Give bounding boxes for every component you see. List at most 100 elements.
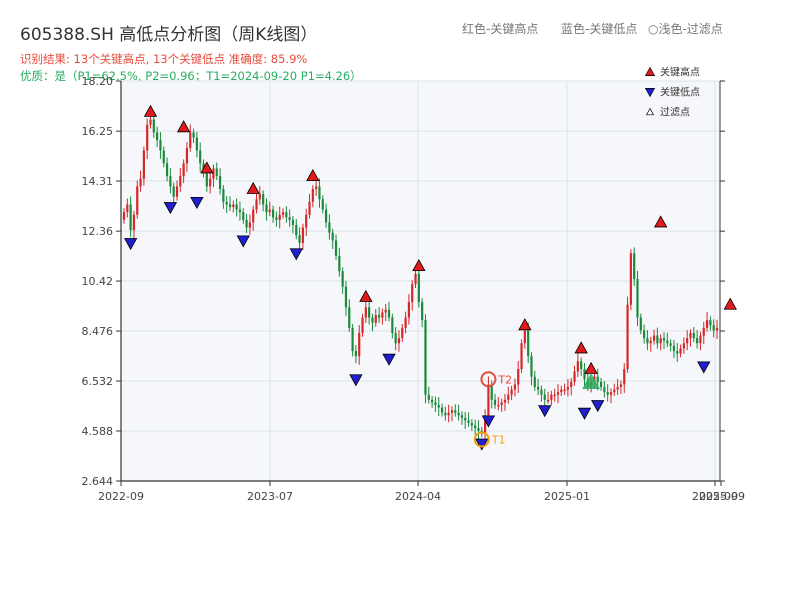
x-tick-label: 2022-09 [98,490,144,503]
candle-body [358,332,361,357]
candle-body [427,394,430,400]
candle-body [152,119,155,133]
key-low-marker [123,238,138,251]
candle-body [361,317,364,333]
candle-body [517,368,520,385]
candle-body [305,214,308,228]
candle-body [709,320,712,326]
candle-body [205,173,208,187]
candle-body [126,204,129,213]
candle-body [295,224,298,236]
y-tick-label: 6.532 [82,375,114,388]
candle-body [444,412,447,416]
key-low-marker [538,405,552,418]
candle-body [122,212,126,220]
candle-body [348,307,351,328]
legend-high-icon [644,66,656,76]
candle-body [235,204,238,210]
key-high-marker [412,259,426,272]
candle-body [308,201,311,215]
candle-body [165,163,169,177]
candle-body [156,132,159,141]
candle-body [222,188,225,202]
key-low-marker [591,400,605,413]
candle-body [659,338,662,344]
candle-body [712,325,715,331]
candle-body [169,176,172,187]
marker-layer: T1 T2 [123,104,737,451]
candle-body [540,389,543,395]
candle-body [639,317,642,331]
candle-body [172,186,175,197]
axes: 2.644 4.588 6.532 8.476 10.42 12.36 14.31 16.25… [82,75,745,503]
candle-body [374,314,377,323]
candle-body [215,168,218,177]
candle-body [679,348,682,354]
candle-body [580,361,583,369]
candle-body [692,332,695,339]
candle-body [228,204,232,207]
candle-body [421,302,424,321]
chart-title: 605388.SH 高低点分析图（周K线图） [20,25,318,45]
key-high-marker [200,161,214,174]
candle-body [195,137,198,151]
candle-body [404,317,407,328]
candle-body [493,399,497,405]
candle-body [606,392,609,395]
candle-body [613,389,616,393]
candle-body [474,425,477,429]
key-high-marker [723,297,737,310]
candle-body [318,186,321,200]
x-tick-label-extra: 2025-09 [699,490,745,503]
candle-body [232,204,235,207]
candle-body [649,340,652,344]
candle-body [672,345,676,351]
candle-body [566,386,570,390]
candle-body [179,176,182,187]
candle-body [616,386,619,390]
candle-body [437,404,440,408]
candle-body [159,140,162,151]
candle-body [344,286,348,308]
candle-body [619,384,623,387]
legend-label: 关键低点 [660,86,700,99]
candle-body [702,327,705,336]
key-low-marker [236,235,250,248]
candle-body [324,209,328,223]
key-high-marker [246,181,260,194]
candle-body [354,350,357,357]
candle-body [689,332,692,339]
quality-line: 优质：是（P1=62.5%, P2=0.96；T1=2024-09-20 P1=… [20,69,362,83]
candle-body [596,376,599,382]
candle-body [175,186,179,197]
candle-body [556,392,560,395]
candle-body [457,412,460,416]
candle-body [209,178,212,187]
candle-body [609,392,613,395]
candle-body [368,307,371,318]
candle-body [669,343,672,346]
candle-body [136,186,139,215]
y-tick-label: 16.25 [82,125,114,138]
candle-body [484,415,487,434]
candle-body [464,417,467,421]
annotation-label-t2: T2 [497,373,512,386]
candle-body [643,330,646,339]
candle-body [334,240,338,256]
candle-body [537,386,540,390]
header-legend-red: 红色-关键高点 [462,22,539,36]
candle-body [497,404,500,407]
candle-body [371,317,374,323]
legend-filtered-icon [645,107,655,116]
candle-body [381,312,384,318]
result-line: 识别结果: 13个关键高点, 13个关键低点 准确度: 85.9% [20,52,308,66]
candle-body [699,335,702,344]
candle-body [149,119,152,125]
candle-body [401,327,404,339]
candle-body [467,420,470,423]
candle-body [328,222,331,233]
candle-body [146,124,149,151]
candle-body [454,410,457,413]
candle-body [686,338,689,344]
x-tick-label: 2024-04 [395,490,441,503]
